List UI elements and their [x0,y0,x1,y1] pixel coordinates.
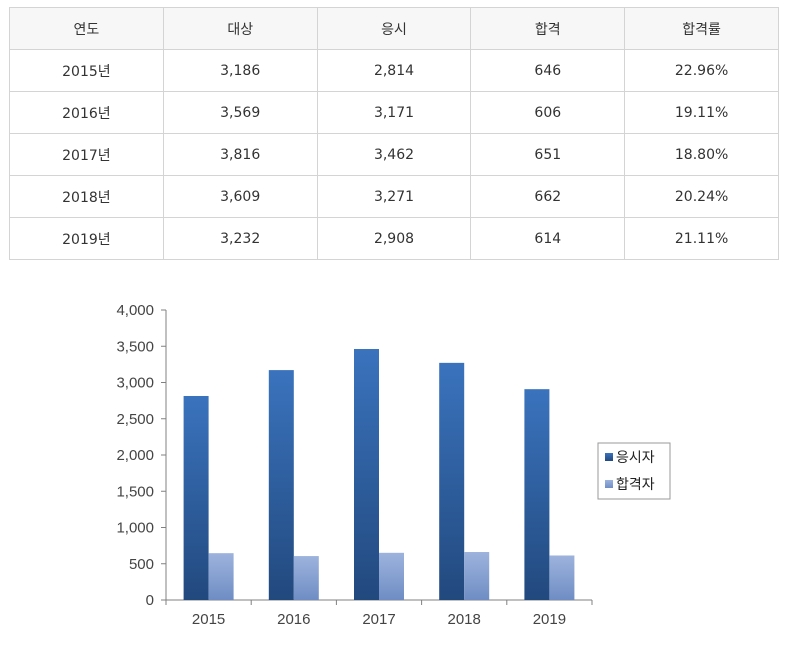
cell-pass-rate: 18.80% [624,133,779,176]
bar-passed [293,556,319,600]
cell-year: 2018년 [9,175,164,218]
x-tick-label: 2015 [192,611,225,628]
cell-examinees: 3,462 [316,133,472,176]
bars [183,349,575,600]
legend-label: 응시자 [616,450,655,466]
header-year: 연도 [9,7,164,50]
header-pass-rate: 합격률 [624,7,779,50]
cell-eligible: 3,816 [162,133,318,176]
cell-pass-rate: 22.96% [624,49,779,92]
bar-chart-svg: 05001,0001,5002,0002,5003,0003,5004,000 … [116,302,671,628]
bar-passed [464,552,490,600]
y-tick-label: 3,000 [116,375,154,392]
table-row: 2016년 3,569 3,171 606 19.11% [9,91,779,134]
y-tick-label: 1,500 [116,483,154,500]
header-row: 연도 대상 응시 합격 합격률 [9,7,779,50]
table-row: 2018년 3,609 3,271 662 20.24% [9,175,779,218]
cell-examinees: 2,908 [316,217,472,260]
cell-examinees: 3,271 [316,175,472,218]
y-tick-label: 2,500 [116,411,154,428]
y-tick-label: 3,500 [116,338,154,355]
cell-pass-rate: 20.24% [624,175,779,218]
cell-eligible: 3,609 [162,175,318,218]
header-examinees: 응시 [316,7,472,50]
bar-examinees [354,349,379,600]
table-body: 2015년 3,186 2,814 646 22.96% 2016년 3,569… [9,49,779,260]
cell-passed: 651 [470,133,626,176]
bar-passed [379,552,404,600]
bar-chart: 0 500 1,000 1,500 2,000 2,500 3,000 3,500 4,000 … [0,265,788,652]
cell-year: 2015년 [9,49,164,92]
x-tick-label: 2016 [277,611,310,628]
y-axis: 0 500 1,000 1,500 2,000 2,500 3,000 3,500 4,000 [116,302,167,609]
cell-pass-rate: 21.11% [624,217,779,260]
bar-examinees [439,362,465,600]
x-tick-label: 2017 [362,611,395,628]
cell-examinees: 2,814 [316,49,472,92]
cell-pass-rate: 19.11% [624,91,779,134]
y-tick-label: 500 [129,556,154,573]
bar-examinees [268,370,294,600]
bar-examinees [524,389,550,600]
legend-swatch [605,480,613,488]
y-tick-label: 4,000 [116,302,154,319]
cell-year: 2016년 [9,91,164,134]
x-axis: 2015 2016 2017 2018 2019 [165,599,593,628]
legend-box [597,442,671,500]
cell-examinees: 3,171 [316,91,472,134]
y-tick-label: 2,000 [116,447,154,464]
cell-passed: 614 [470,217,626,260]
cell-passed: 606 [470,91,626,134]
cell-eligible: 3,232 [162,217,318,260]
y-tick-label: 0 [146,592,154,609]
cell-eligible: 3,569 [162,91,318,134]
header-eligible: 대상 [162,7,318,50]
legend-swatch [605,453,613,461]
bar-passed [549,555,575,600]
table-row: 2015년 3,186 2,814 646 22.96% [9,49,779,92]
table-row: 2019년 3,232 2,908 614 21.11% [9,217,779,260]
bar-passed [208,553,234,600]
x-tick-label: 2019 [533,611,566,628]
cell-eligible: 3,186 [162,49,318,92]
cell-passed: 646 [470,49,626,92]
bar-examinees [183,395,209,600]
table-header: 연도 대상 응시 합격 합격률 [9,7,779,50]
y-tick-label: 1,000 [116,520,154,537]
header-passed: 합격 [470,7,626,50]
legend-label: 합격자 [616,477,655,493]
cell-year: 2019년 [9,217,164,260]
cell-year: 2017년 [9,133,164,176]
cell-passed: 662 [470,175,626,218]
exam-results-table: 연도 대상 응시 합격 합격률 2015년 3,186 2,814 646 22… [9,7,779,260]
x-tick-label: 2018 [448,611,481,628]
table-row: 2017년 3,816 3,462 651 18.80% [9,133,779,176]
